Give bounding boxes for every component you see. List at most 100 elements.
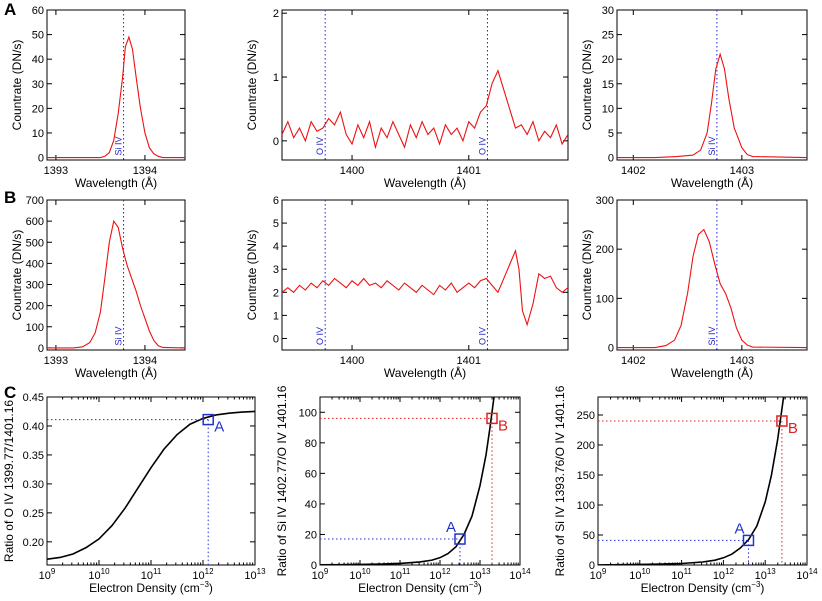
x-tick-label: 1393 bbox=[44, 355, 68, 367]
plot-area bbox=[320, 397, 495, 565]
y-tick-label: 3 bbox=[273, 264, 279, 276]
x-tick-label: 1394 bbox=[133, 355, 157, 367]
spectrum-line bbox=[47, 219, 185, 349]
ref-line-label: Si IV bbox=[114, 326, 124, 345]
y-tick-label: 30 bbox=[602, 5, 614, 17]
plot-frame bbox=[319, 396, 521, 566]
ref-line-label: Si IV bbox=[707, 326, 717, 345]
x-axis-title: Wavelength (Å) bbox=[75, 365, 157, 380]
x-tick-label: 109 bbox=[39, 567, 56, 582]
y-tick-label: 50 bbox=[32, 30, 44, 42]
y-tick-label: 30 bbox=[32, 79, 44, 91]
x-tick-label: 1014 bbox=[509, 567, 531, 582]
y-tick-label: 600 bbox=[26, 216, 44, 228]
y-tick-label: 0 bbox=[608, 153, 614, 165]
spectrum-line bbox=[282, 248, 568, 327]
y-axis-title: Ratio of Si IV 1402.77/O IV 1401.16 bbox=[275, 385, 289, 576]
chart-b3: 1402 1403 0 100 200 300 Wavelength (Å) Countrat… bbox=[580, 195, 808, 380]
ref-line-label: O IV bbox=[315, 327, 325, 345]
marker-label-a: A bbox=[734, 520, 744, 537]
x-axis-title: Wavelength (Å) bbox=[75, 175, 157, 190]
plot-area bbox=[598, 397, 785, 565]
x-tick-label: 1012 bbox=[192, 567, 214, 582]
y-axis-title: Countrate (DN/s) bbox=[10, 40, 24, 131]
x-axis-title: Wavelength (Å) bbox=[671, 365, 753, 380]
plot-frame bbox=[46, 199, 186, 351]
y-tick-label: 4 bbox=[273, 241, 279, 253]
panel-letter-b: B bbox=[4, 188, 16, 207]
y-tick-label: 0.45 bbox=[23, 392, 44, 404]
y-axis-title: Countrate (DN/s) bbox=[580, 40, 594, 131]
y-tick-label: 200 bbox=[26, 301, 44, 313]
plot-frame bbox=[616, 9, 808, 161]
x-tick-label: 1013 bbox=[469, 567, 491, 582]
y-tick-label: 150 bbox=[577, 470, 595, 482]
y-tick-label: 60 bbox=[32, 5, 44, 17]
chart-b2: 1400 1401 0 1 2 3 4 5 6 Wavelength (Å) Countrate (… bbox=[245, 195, 569, 380]
chart-a3: 1402 1403 0 5 10 15 20 25 30 Wavelength (Å) Countr… bbox=[580, 5, 808, 190]
y-tick-label: 20 bbox=[305, 529, 317, 541]
x-tick-label: 1013 bbox=[755, 567, 777, 582]
ratio-curve bbox=[598, 397, 785, 565]
y-tick-label: 20 bbox=[32, 103, 44, 115]
y-tick-label: 300 bbox=[26, 280, 44, 292]
y-tick-label: 200 bbox=[577, 440, 595, 452]
ref-line-label: Si IV bbox=[707, 136, 717, 155]
x-tick-label: 1394 bbox=[133, 165, 157, 177]
y-tick-label: 250 bbox=[577, 410, 595, 422]
panel-letter-c: C bbox=[4, 383, 16, 402]
marker-a bbox=[742, 534, 755, 547]
y-tick-label: 400 bbox=[26, 258, 44, 270]
x-tick-label: 1011 bbox=[390, 567, 411, 582]
y-axis-title: Countrate (DN/s) bbox=[10, 230, 24, 321]
marker-a bbox=[202, 413, 214, 426]
ratio-curve bbox=[47, 410, 255, 561]
y-tick-label: 5 bbox=[273, 218, 279, 230]
plot-frame bbox=[597, 396, 808, 566]
y-tick-label: 2 bbox=[273, 287, 279, 299]
marker-b bbox=[486, 412, 498, 425]
y-tick-label: 0 bbox=[38, 153, 44, 165]
y-tick-label: 5 bbox=[608, 128, 614, 140]
x-tick-label: 1010 bbox=[88, 567, 110, 582]
marker-a bbox=[454, 533, 466, 545]
x-axis-title: Wavelength (Å) bbox=[671, 175, 753, 190]
x-tick-label: 1013 bbox=[244, 567, 266, 582]
spectrum-line bbox=[47, 35, 185, 159]
y-tick-label: 0 bbox=[273, 136, 279, 148]
x-axis-title: Electron Density (cm−3) bbox=[641, 580, 765, 595]
y-tick-label: 0.25 bbox=[23, 508, 44, 520]
y-tick-label: 20 bbox=[602, 54, 614, 66]
x-tick-label: 1012 bbox=[713, 567, 735, 582]
x-tick-label: 1401 bbox=[457, 165, 481, 177]
y-tick-label: 50 bbox=[583, 530, 595, 542]
x-tick-label: 1400 bbox=[340, 165, 364, 177]
x-tick-label: 109 bbox=[590, 567, 607, 582]
y-tick-label: 2 bbox=[273, 8, 279, 20]
x-tick-label: 109 bbox=[312, 567, 329, 582]
chart-c2: 109 1010 1011 1012 1013 1014 0 20 40 60 80 100 Elect… bbox=[275, 385, 531, 595]
plot-area bbox=[282, 10, 568, 160]
marker-label-a: A bbox=[214, 419, 224, 436]
x-tick-label: 1403 bbox=[730, 165, 754, 177]
y-tick-label: 0.40 bbox=[23, 421, 44, 433]
x-axis-title: Electron Density (cm−3) bbox=[89, 580, 213, 595]
y-tick-label: 10 bbox=[602, 103, 614, 115]
chart-c1: 109 1010 1011 1012 1013 0.20 0.25 0.30 0.35 0.40 0… bbox=[2, 392, 266, 595]
y-tick-label: 0.35 bbox=[23, 450, 44, 462]
x-tick-label: 1401 bbox=[457, 355, 481, 367]
ref-line-label: O IV bbox=[315, 137, 325, 155]
y-tick-label: 100 bbox=[596, 293, 614, 305]
y-tick-label: 500 bbox=[26, 237, 44, 249]
ref-line-label: O IV bbox=[477, 327, 487, 345]
ratio-curve bbox=[320, 397, 495, 565]
y-tick-label: 1 bbox=[273, 310, 279, 322]
plot-area bbox=[47, 10, 185, 160]
x-axis-title: Wavelength (Å) bbox=[384, 175, 466, 190]
y-axis-title: Countrate (DN/s) bbox=[245, 40, 259, 131]
y-tick-label: 40 bbox=[32, 54, 44, 66]
chart-a2: 1400 1401 0 1 2 Wavelength (Å) Countrate (DN/s… bbox=[245, 8, 569, 190]
plot-area bbox=[47, 410, 255, 561]
chart-b1: 1393 1394 0 100 200 300 400 500 600 700 Wavelength… bbox=[10, 195, 186, 380]
plot-frame bbox=[616, 199, 808, 351]
